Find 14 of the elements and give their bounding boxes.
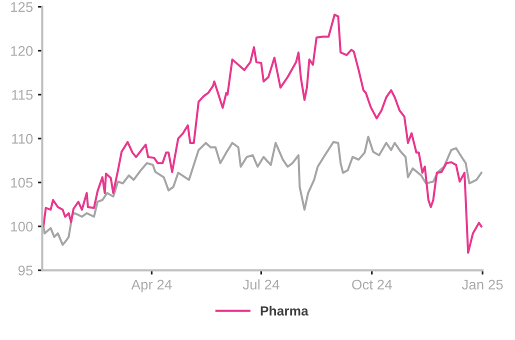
- x-tick-label: Apr 24: [131, 280, 172, 292]
- y-tick-label: 125: [11, 2, 33, 12]
- y-tick-label: 95: [18, 266, 33, 276]
- y-tick-label: 100: [11, 222, 33, 232]
- x-tick-label: Jul 24: [242, 279, 280, 290]
- y-tick-label: 110: [12, 134, 33, 144]
- x-tick-label: Jan 25: [462, 280, 503, 290]
- line-series: [42, 14, 482, 254]
- line-series: [42, 136, 482, 246]
- y-tick-label: 120: [11, 46, 33, 56]
- legend-label: Pharma: [260, 306, 308, 316]
- y-tick-label: 115: [12, 90, 33, 100]
- y-tick-label: 105: [11, 178, 33, 188]
- x-tick-label: Oct 24: [352, 280, 392, 290]
